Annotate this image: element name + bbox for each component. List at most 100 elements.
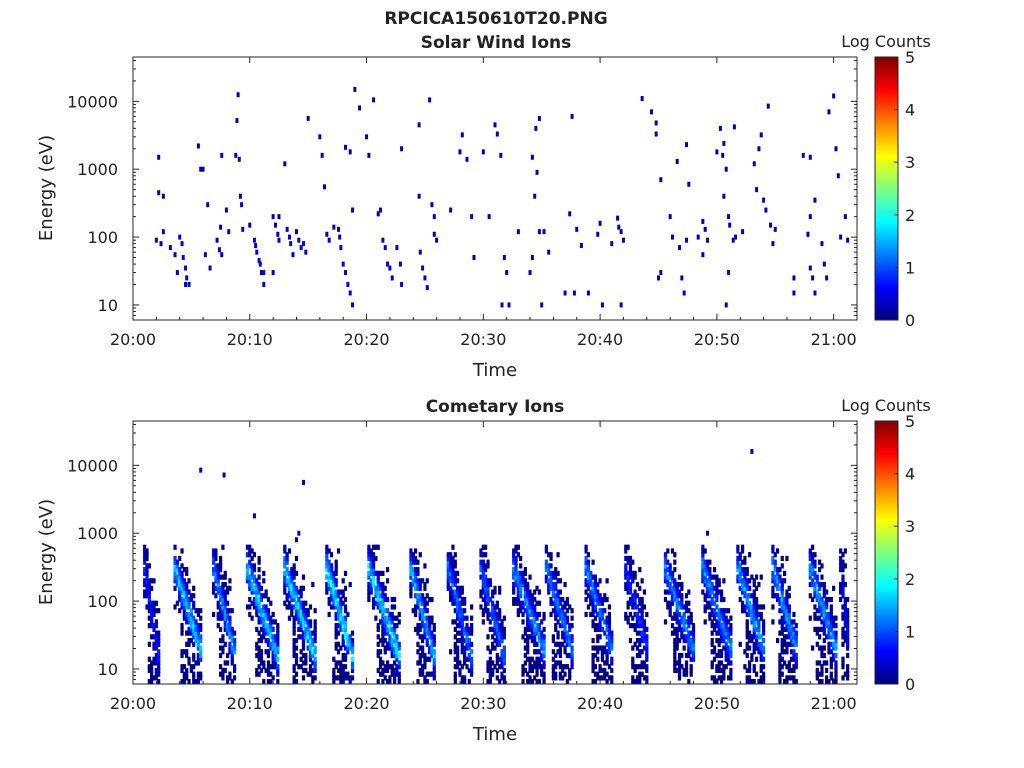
data-cell bbox=[304, 600, 308, 606]
data-cell bbox=[787, 660, 791, 666]
data-cell bbox=[486, 645, 490, 651]
data-cell bbox=[600, 649, 605, 655]
data-cell bbox=[551, 600, 555, 606]
data-cell bbox=[745, 611, 749, 618]
data-cell bbox=[640, 608, 644, 614]
data-cell bbox=[418, 656, 422, 662]
data-cell bbox=[423, 630, 427, 636]
data-cell bbox=[152, 641, 156, 647]
data-cell bbox=[839, 596, 843, 603]
data-cell bbox=[775, 581, 780, 588]
data-cell bbox=[682, 637, 686, 644]
data-cell bbox=[252, 237, 256, 243]
data-cell bbox=[432, 634, 436, 640]
data-cell bbox=[589, 589, 593, 595]
data-cell bbox=[313, 664, 317, 670]
data-cell bbox=[388, 619, 392, 625]
data-cell bbox=[378, 671, 383, 677]
data-cell bbox=[603, 645, 607, 651]
data-cell bbox=[421, 649, 425, 655]
data-cell bbox=[381, 637, 385, 644]
data-cell bbox=[549, 585, 553, 591]
data-cell bbox=[327, 559, 331, 565]
data-cell bbox=[421, 600, 425, 606]
data-cell bbox=[385, 608, 390, 614]
data-cell bbox=[818, 600, 822, 606]
data-cell bbox=[341, 637, 345, 644]
data-cell bbox=[792, 656, 796, 662]
data-cell bbox=[759, 574, 763, 580]
data-cell bbox=[778, 671, 782, 677]
data-cell bbox=[216, 563, 220, 569]
data-cell bbox=[481, 567, 485, 573]
data-cell bbox=[218, 637, 223, 644]
data-cell bbox=[596, 600, 600, 606]
data-cell bbox=[192, 679, 196, 685]
data-cell bbox=[808, 563, 812, 569]
data-cell bbox=[152, 645, 156, 651]
data-cell bbox=[423, 623, 427, 629]
data-cell bbox=[456, 664, 460, 670]
data-cell bbox=[780, 578, 784, 584]
data-cell bbox=[757, 581, 761, 588]
data-cell bbox=[565, 630, 569, 636]
data-cell bbox=[675, 667, 679, 674]
data-cell bbox=[724, 623, 728, 629]
data-cell bbox=[792, 664, 796, 670]
data-cell bbox=[563, 630, 567, 636]
data-cell bbox=[245, 563, 250, 569]
data-cell bbox=[216, 570, 220, 576]
data-cell bbox=[825, 615, 829, 621]
data-cell bbox=[745, 596, 749, 603]
data-cell bbox=[640, 637, 644, 644]
data-cell bbox=[645, 634, 649, 640]
data-cell bbox=[675, 615, 679, 621]
data-cell bbox=[228, 645, 232, 651]
data-cell bbox=[822, 589, 826, 595]
data-cell bbox=[761, 623, 766, 629]
data-cell bbox=[287, 585, 292, 591]
data-cell bbox=[367, 574, 371, 580]
data-cell bbox=[152, 604, 156, 610]
data-cell bbox=[677, 589, 682, 595]
data-cell bbox=[178, 585, 182, 591]
data-cell bbox=[736, 574, 740, 580]
data-cell bbox=[738, 585, 742, 591]
data-cell bbox=[383, 608, 387, 614]
data-cell bbox=[761, 630, 766, 636]
data-cell bbox=[467, 667, 471, 674]
data-cell bbox=[645, 667, 649, 674]
data-cell bbox=[715, 664, 719, 670]
data-cell bbox=[710, 600, 714, 606]
data-cell bbox=[556, 589, 560, 595]
data-cell bbox=[558, 675, 562, 681]
data-cell bbox=[794, 656, 798, 662]
data-cell bbox=[378, 608, 383, 614]
data-cell bbox=[754, 619, 759, 625]
data-cell bbox=[290, 593, 294, 599]
data-cell bbox=[726, 652, 731, 659]
data-cell bbox=[348, 641, 352, 647]
data-cell bbox=[677, 619, 682, 625]
data-cell bbox=[717, 630, 721, 636]
data-cell bbox=[825, 604, 829, 610]
data-cell bbox=[187, 626, 191, 632]
data-cell bbox=[313, 630, 317, 636]
data-cell bbox=[708, 615, 712, 621]
data-cell bbox=[841, 611, 845, 618]
data-cell bbox=[626, 585, 630, 591]
data-cell bbox=[825, 600, 829, 606]
data-cell bbox=[376, 581, 380, 588]
data-cell bbox=[381, 623, 385, 629]
data-cell bbox=[271, 270, 275, 276]
data-cell bbox=[741, 229, 745, 235]
data-cell bbox=[761, 637, 766, 644]
data-cell bbox=[514, 578, 518, 584]
data-cell bbox=[778, 667, 782, 674]
data-cell bbox=[773, 559, 777, 565]
data-cell bbox=[199, 615, 203, 621]
data-cell bbox=[257, 664, 261, 670]
data-cell bbox=[378, 656, 383, 662]
data-cell bbox=[633, 664, 637, 670]
data-cell bbox=[297, 626, 301, 632]
